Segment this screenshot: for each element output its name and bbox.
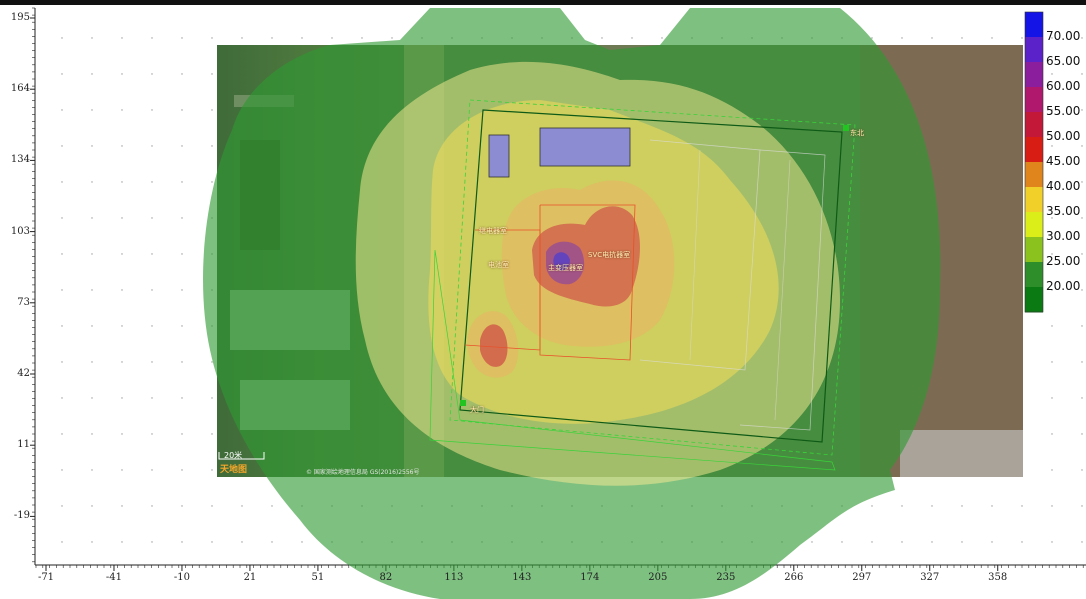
scale-label: 20米 bbox=[224, 451, 243, 460]
gate-label: 大门 bbox=[470, 406, 484, 414]
north-label: 东北 bbox=[850, 129, 864, 137]
legend-level-label: 30.00 bbox=[1046, 229, 1081, 243]
top-border bbox=[0, 0, 1086, 5]
legend-level-label: 45.00 bbox=[1046, 154, 1081, 168]
y-tick-label: -19 bbox=[13, 510, 30, 522]
legend-swatch bbox=[1025, 287, 1043, 313]
legend-swatch bbox=[1025, 137, 1043, 163]
legend-swatch bbox=[1025, 62, 1043, 88]
x-tick-label: 235 bbox=[716, 572, 736, 583]
legend-level-label: 20.00 bbox=[1046, 279, 1081, 293]
legend-level-label: 35.00 bbox=[1046, 204, 1081, 218]
x-tick-label: 205 bbox=[648, 572, 668, 583]
contour-band-red-small bbox=[480, 324, 508, 367]
map-credit: © 国家测绘地理信息局 GS(2016)2556号 bbox=[306, 469, 420, 476]
site-plan bbox=[429, 99, 856, 471]
hall-label: 主变压器室 bbox=[548, 264, 583, 272]
legend-swatch bbox=[1025, 37, 1043, 63]
legend-level-label: 40.00 bbox=[1046, 179, 1081, 193]
x-tick-label: -10 bbox=[173, 572, 191, 583]
y-tick-label: 103 bbox=[10, 225, 30, 237]
legend-level-label: 50.00 bbox=[1046, 129, 1081, 143]
contour-band-blue bbox=[553, 252, 570, 271]
legend-level-label: 55.00 bbox=[1046, 104, 1081, 118]
scale-bar bbox=[218, 452, 265, 460]
building-small bbox=[488, 134, 510, 178]
y-tick-label: 73 bbox=[17, 296, 30, 308]
building-main bbox=[539, 127, 631, 167]
y-tick-label: 134 bbox=[10, 154, 30, 166]
y-tick-label: 42 bbox=[17, 368, 30, 379]
legend-colorbar bbox=[1024, 11, 1044, 313]
x-tick-label: 327 bbox=[920, 572, 940, 583]
y-axis-ticks bbox=[30, 7, 35, 563]
reactor-label: SVC电抗器室 bbox=[588, 251, 631, 259]
legend-swatch bbox=[1025, 162, 1043, 188]
x-tick-label: -71 bbox=[37, 572, 55, 583]
y-tick-label: 11 bbox=[17, 439, 30, 451]
legend-level-label: 70.00 bbox=[1046, 29, 1081, 43]
legend-swatch bbox=[1025, 12, 1043, 38]
x-tick-label: -41 bbox=[105, 572, 123, 583]
legend-swatch bbox=[1025, 187, 1043, 213]
y-tick-label: 195 bbox=[10, 12, 30, 23]
x-tick-label: 51 bbox=[311, 572, 325, 583]
legend-level-label: 60.00 bbox=[1046, 79, 1081, 93]
x-tick-label: 297 bbox=[852, 572, 872, 583]
legend-level-label: 25.00 bbox=[1046, 254, 1081, 268]
legend-swatch bbox=[1025, 237, 1043, 263]
x-tick-label: 113 bbox=[444, 572, 464, 583]
x-tick-label: 21 bbox=[243, 572, 257, 583]
office-label: 继电器室 bbox=[479, 227, 507, 235]
legend-swatch bbox=[1025, 262, 1043, 288]
y-tick-label: 164 bbox=[10, 83, 30, 95]
site-boundary bbox=[459, 109, 843, 443]
legend-level-label: 65.00 bbox=[1046, 54, 1081, 68]
legend-swatch bbox=[1025, 112, 1043, 138]
x-tick-label: 82 bbox=[379, 572, 393, 583]
legend-swatch bbox=[1025, 212, 1043, 238]
x-tick-label: 358 bbox=[988, 572, 1008, 583]
legend-border bbox=[1024, 11, 1044, 313]
map-logo: 天地图 bbox=[220, 465, 248, 475]
legend-swatch bbox=[1025, 87, 1043, 113]
x-tick-label: 143 bbox=[512, 572, 532, 583]
x-tick-label: 266 bbox=[784, 572, 804, 583]
noise-contours bbox=[203, 8, 941, 599]
battery-label: 电池室 bbox=[488, 261, 509, 269]
x-tick-label: 174 bbox=[580, 572, 600, 583]
